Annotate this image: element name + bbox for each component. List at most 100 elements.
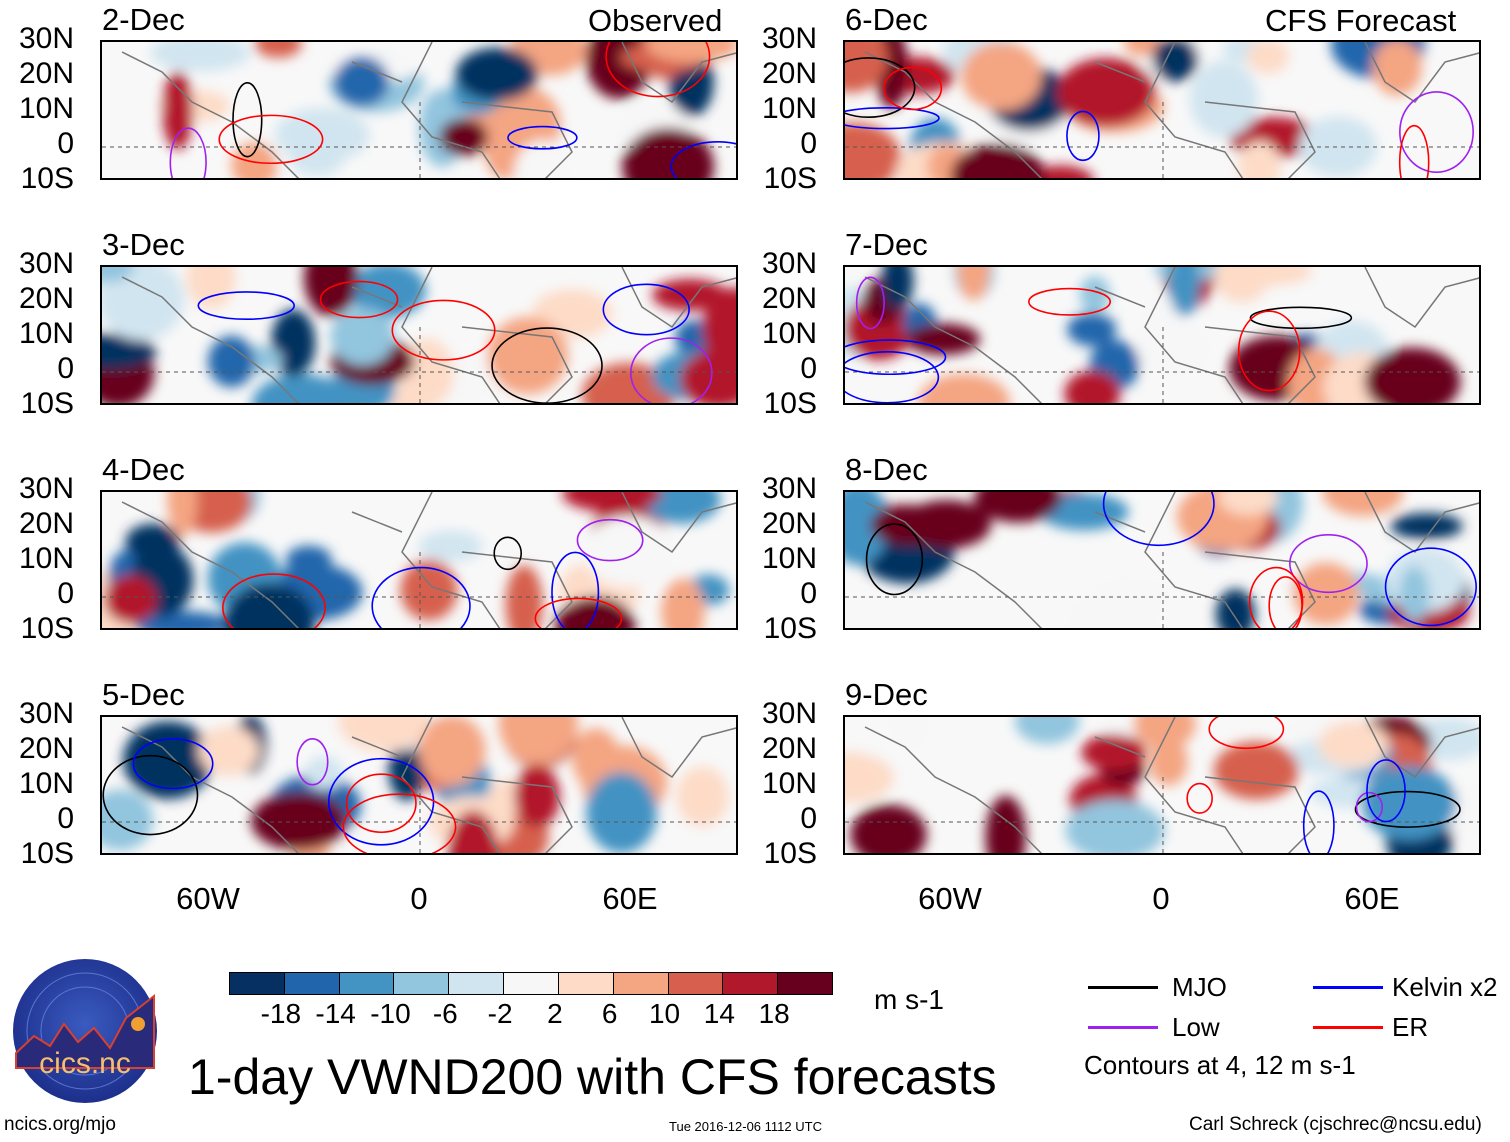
wind-anomaly-blob xyxy=(505,565,543,628)
wind-anomaly-blob xyxy=(1093,576,1169,617)
lon-label-left-60e: 60E xyxy=(602,881,658,916)
wind-anomaly-blob xyxy=(207,335,255,388)
contour xyxy=(507,125,578,150)
contour xyxy=(232,81,263,158)
lat-label: 30N xyxy=(761,22,817,55)
wind-anomaly-blob xyxy=(514,140,572,178)
wind-anomaly-blob xyxy=(845,492,890,566)
coastline xyxy=(121,42,736,178)
wind-anomaly-blob xyxy=(1298,116,1378,178)
wind-anomaly-blob xyxy=(1014,717,1080,744)
wind-anomaly-blob xyxy=(1399,566,1430,622)
lat-label: 20N xyxy=(18,507,74,540)
wind-anomaly-blob xyxy=(702,287,736,370)
colorbar-label: -10 xyxy=(370,998,411,1029)
lat-label: 10N xyxy=(761,92,817,125)
map-panel-5-Dec xyxy=(100,715,738,855)
lat-label: 10S xyxy=(20,612,74,645)
lat-label: 0 xyxy=(57,352,74,385)
contour xyxy=(342,793,457,853)
contour xyxy=(197,291,295,321)
lat-label: 30N xyxy=(18,22,74,55)
wind-anomaly-blob xyxy=(957,267,991,301)
contour xyxy=(1208,717,1285,750)
contour xyxy=(534,597,623,628)
lat-label: 30N xyxy=(761,247,817,280)
wind-anomaly-blob xyxy=(102,333,157,370)
lat-label: 20N xyxy=(18,57,74,90)
lat-label: 0 xyxy=(800,802,817,835)
coastline xyxy=(121,267,736,403)
lat-label: 10N xyxy=(18,92,74,125)
wind-anomaly-blob xyxy=(1168,267,1200,317)
colorbar-label: -14 xyxy=(315,998,356,1029)
wind-anomaly-blob xyxy=(418,530,483,562)
map-panel-2-Dec xyxy=(100,40,738,180)
contour xyxy=(845,350,940,403)
wind-anomaly-blob xyxy=(1390,513,1463,540)
colorbar-swatch xyxy=(283,972,340,995)
colorbar-units: m s-1 xyxy=(874,984,944,1015)
contour xyxy=(391,299,496,361)
wind-anomaly-blob xyxy=(167,492,198,537)
colorbar-swatch xyxy=(503,972,559,995)
panel-date: 2-Dec xyxy=(102,2,185,37)
colorbar-label: 6 xyxy=(601,998,618,1029)
wind-anomaly-blob xyxy=(102,267,185,341)
legend-label-mjo: MJO xyxy=(1172,972,1227,1002)
wind-anomaly-blob xyxy=(285,545,332,573)
contour xyxy=(845,339,947,376)
legend-label-er: ER xyxy=(1392,1012,1429,1042)
coastline xyxy=(864,267,1479,403)
colorbar-swatch xyxy=(612,972,669,995)
contour xyxy=(218,114,324,165)
wind-anomaly-blob xyxy=(231,142,278,178)
contour xyxy=(845,57,916,119)
contour xyxy=(1186,782,1213,814)
colorbar-label: 18 xyxy=(758,998,790,1029)
map-panel-9-Dec xyxy=(843,715,1481,855)
colorbar-swatch xyxy=(229,972,285,995)
map-panel-8-Dec xyxy=(843,490,1481,630)
wind-anomaly-blob xyxy=(498,717,579,765)
legend-line-kelvin xyxy=(1313,986,1383,989)
lat-label: 30N xyxy=(18,247,74,280)
lat-label: 10S xyxy=(20,162,74,195)
lon-label-left-60w: 60W xyxy=(176,881,240,916)
map-panel-3-Dec xyxy=(100,265,738,405)
wind-anomaly-blob xyxy=(439,118,489,156)
wind-anomaly-blob xyxy=(104,575,157,624)
wind-anomaly-blob xyxy=(349,267,427,318)
map-panel-6-Dec xyxy=(843,40,1481,180)
colorbar-label: 2 xyxy=(547,998,563,1029)
contour xyxy=(319,280,399,319)
wind-anomaly-blob xyxy=(845,42,888,93)
wind-anomaly-blob xyxy=(1065,799,1165,853)
header-observed: Observed xyxy=(588,3,723,38)
colorbar-label: -6 xyxy=(432,998,458,1029)
wind-anomaly-blob xyxy=(388,738,425,801)
contour xyxy=(1289,534,1368,594)
wind-anomaly-blob xyxy=(162,71,193,150)
wind-anomaly-blob xyxy=(1189,60,1259,138)
lat-label: 20N xyxy=(761,57,817,90)
contour xyxy=(1399,91,1474,173)
wind-anomaly-blob xyxy=(1364,347,1461,403)
coastline xyxy=(864,717,1479,853)
contour xyxy=(1384,547,1477,627)
colorbar-label: -2 xyxy=(487,998,513,1029)
lat-label: 10S xyxy=(763,837,817,870)
contour xyxy=(296,738,329,786)
wind-anomaly-blob xyxy=(1081,734,1147,771)
lat-label: 10S xyxy=(20,387,74,420)
wind-anomaly-blob xyxy=(961,42,1042,111)
wind-anomaly-blob xyxy=(906,323,981,356)
footer-url: ncics.org/mjo xyxy=(4,1114,116,1135)
wind-anomaly-blob xyxy=(251,792,347,851)
wind-anomaly-blob xyxy=(338,717,429,752)
lon-label-left-0: 0 xyxy=(410,881,428,916)
wind-anomaly-blob xyxy=(333,56,390,107)
colorbar-swatch xyxy=(338,972,395,995)
wind-anomaly-blob xyxy=(186,267,236,310)
wind-anomaly-blob xyxy=(304,756,344,790)
